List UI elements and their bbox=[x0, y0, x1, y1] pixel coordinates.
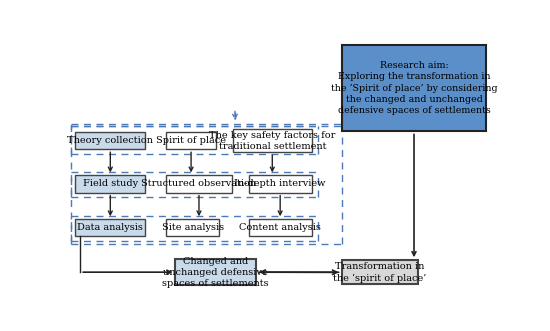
Text: Field study: Field study bbox=[82, 179, 138, 188]
Text: Spirit of place: Spirit of place bbox=[156, 136, 226, 145]
FancyBboxPatch shape bbox=[249, 175, 312, 193]
Text: In-depth interview: In-depth interview bbox=[234, 179, 326, 188]
FancyBboxPatch shape bbox=[166, 219, 219, 236]
FancyBboxPatch shape bbox=[342, 260, 419, 284]
FancyBboxPatch shape bbox=[75, 219, 145, 236]
Text: Theory collection: Theory collection bbox=[67, 136, 153, 145]
FancyBboxPatch shape bbox=[166, 132, 216, 149]
FancyBboxPatch shape bbox=[342, 45, 486, 131]
Text: Transformation in
the ‘spirit of place’: Transformation in the ‘spirit of place’ bbox=[333, 262, 427, 283]
Text: Site analysis: Site analysis bbox=[162, 223, 224, 232]
FancyBboxPatch shape bbox=[166, 175, 232, 193]
Text: Data analysis: Data analysis bbox=[78, 223, 143, 232]
FancyBboxPatch shape bbox=[249, 219, 312, 236]
FancyBboxPatch shape bbox=[175, 260, 256, 285]
FancyBboxPatch shape bbox=[75, 132, 145, 149]
Text: Changed and
unchanged defensive
spaces of settlements: Changed and unchanged defensive spaces o… bbox=[162, 257, 269, 288]
FancyBboxPatch shape bbox=[75, 175, 145, 193]
Text: Content analysis: Content analysis bbox=[239, 223, 321, 232]
Text: Research aim:
Exploring the transformation in
the ‘Spirit of place’ by consideri: Research aim: Exploring the transformati… bbox=[331, 61, 497, 115]
Text: The key safety factors for
traditional settlement: The key safety factors for traditional s… bbox=[209, 131, 336, 151]
Text: Structured observation: Structured observation bbox=[141, 179, 256, 188]
FancyBboxPatch shape bbox=[233, 129, 312, 152]
